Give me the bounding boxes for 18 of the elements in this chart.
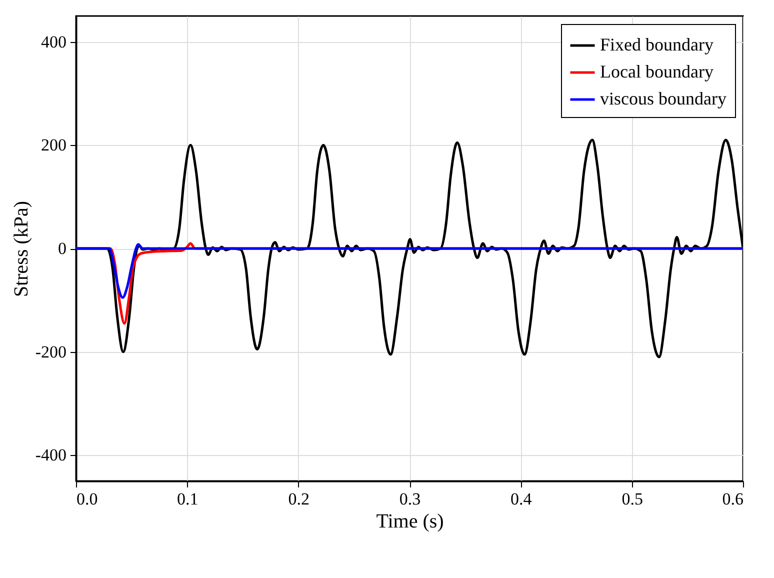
line-series: [76, 243, 743, 299]
y-tick-label: -200: [35, 342, 66, 362]
y-tick-label: 400: [41, 32, 66, 52]
x-axis-title: Time (s): [376, 510, 444, 532]
x-tick-label: 0.4: [510, 490, 532, 508]
legend-label: Fixed boundary: [600, 34, 714, 54]
x-tick-label: 0.2: [288, 490, 310, 508]
y-tick-label: 0: [58, 239, 66, 258]
x-tick-label: 0.3: [399, 490, 421, 508]
x-tick-label: 0.5: [622, 490, 643, 508]
x-tick-label: 0.1: [177, 490, 198, 508]
y-axis-title: Stress (kPa): [10, 200, 32, 298]
legend-label: Local boundary: [600, 62, 714, 82]
y-tick-label: 200: [41, 136, 66, 155]
legend-label: viscous boundary: [600, 88, 726, 108]
x-tick-label: 0.6: [722, 490, 744, 508]
x-tick-label: 0.0: [76, 490, 98, 508]
y-tick-label: -400: [35, 446, 66, 465]
